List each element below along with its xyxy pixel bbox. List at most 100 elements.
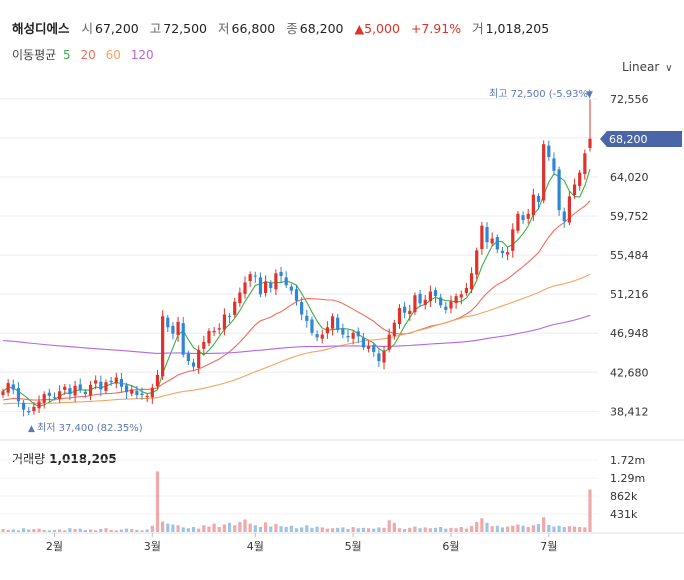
volume-bar: [248, 523, 252, 532]
volume-bar: [176, 525, 180, 532]
candle-body: [346, 335, 350, 338]
y-tick-label: 51,216: [610, 288, 649, 301]
ma-5[interactable]: 5: [63, 48, 71, 62]
volume-bar: [47, 530, 51, 532]
candle-body: [542, 144, 546, 201]
ma-20[interactable]: 20: [80, 48, 96, 62]
volume-bar: [542, 517, 546, 532]
volume-bar: [439, 526, 443, 532]
volume-bar: [341, 527, 345, 532]
candle-body: [58, 391, 62, 400]
volume-bar: [315, 526, 319, 532]
volume-bar: [423, 527, 427, 532]
candle-body: [171, 325, 175, 334]
volume-bar: [490, 526, 494, 532]
volume-bar: [94, 530, 98, 532]
moving-average-legend: 이동평균 5 20 60 120: [12, 46, 160, 63]
volume-bar: [356, 528, 360, 532]
chevron-down-icon: ∨: [665, 63, 673, 74]
volume-bar: [459, 526, 463, 532]
volume-bar: [392, 522, 396, 532]
candle-body: [258, 277, 263, 295]
candle-body: [176, 321, 180, 336]
candle-body: [217, 328, 221, 330]
volume-bar: [11, 529, 15, 532]
close-label: 종: [286, 21, 298, 36]
volume-bar: [284, 526, 288, 532]
ma-60[interactable]: 60: [105, 48, 121, 62]
max-price-annotation: 최고 72,500 (-5.93%): [489, 88, 592, 100]
volume-bar: [279, 526, 283, 532]
candle-body: [444, 306, 448, 310]
volume-bar: [212, 523, 216, 532]
candle-body: [413, 295, 417, 313]
volume-bar: [361, 527, 366, 532]
volume-bar: [444, 528, 448, 532]
volume-bar: [495, 525, 499, 532]
candle-body: [382, 351, 386, 363]
volume-tick-label: 862k: [610, 490, 638, 503]
candle-body: [428, 291, 432, 302]
volume-bar: [480, 518, 484, 532]
volume-bar: [42, 529, 46, 532]
volume-bar: [433, 527, 438, 532]
candle-body: [99, 381, 103, 390]
volume-bar: [171, 524, 175, 532]
volume-bar: [197, 528, 201, 532]
candle-body: [408, 310, 412, 314]
volume-bar: [155, 471, 160, 532]
volume-bar: [58, 529, 62, 532]
volume-bar: [191, 526, 196, 532]
candle-body: [279, 271, 283, 277]
candle-body: [459, 294, 463, 298]
candle-body: [449, 301, 453, 309]
volume-bar: [186, 528, 190, 532]
candle-body: [475, 250, 479, 275]
quote-header: 해성디에스 시 67,200 고 72,500 저 66,800 종 68,200 ▲5…: [12, 18, 556, 37]
candle-body: [32, 406, 36, 412]
volume-bar: [22, 528, 26, 532]
volume-bar: [408, 527, 412, 532]
volume-bar: [382, 527, 386, 532]
candle-body: [130, 389, 134, 394]
candle-body: [181, 323, 185, 355]
y-tick-label: 72,556: [610, 93, 649, 106]
candle-body: [361, 337, 366, 348]
volume-bar: [222, 524, 227, 532]
candle-body: [68, 388, 72, 395]
scale-mode-label: Linear: [622, 60, 660, 74]
volume-bar: [217, 526, 221, 532]
candle-body: [191, 362, 196, 367]
volume-bar: [52, 529, 57, 532]
ma-legend-label: 이동평균: [12, 48, 57, 62]
candle-body: [454, 296, 458, 304]
y-tick-label: 42,680: [610, 366, 649, 379]
x-tick-label: 3월: [144, 540, 161, 553]
candle-body: [119, 378, 124, 387]
volume-bar: [377, 527, 381, 532]
volume-bar: [588, 489, 592, 532]
candle-body: [572, 184, 577, 196]
candle-body: [583, 153, 587, 174]
volume-bar: [99, 529, 103, 532]
candle-body: [552, 158, 556, 171]
candle-body: [485, 227, 489, 243]
candle-body: [336, 317, 340, 331]
high-label: 고: [149, 21, 162, 36]
volume-bar: [114, 530, 118, 532]
volume-bar: [109, 529, 113, 532]
candle-body: [109, 380, 113, 383]
volume-bar: [572, 526, 577, 532]
candle-body: [145, 395, 149, 397]
candle-body: [516, 213, 520, 231]
y-tick-label: 59,752: [610, 210, 649, 223]
candle-body: [274, 273, 278, 290]
volume-bar: [130, 529, 134, 532]
candle-body: [186, 353, 190, 362]
ma-120[interactable]: 120: [130, 48, 154, 62]
candle-body: [1, 391, 5, 395]
volume-bar: [181, 527, 185, 532]
volume-bar: [207, 526, 211, 532]
scale-mode-dropdown[interactable]: Linear ∨: [622, 60, 673, 74]
